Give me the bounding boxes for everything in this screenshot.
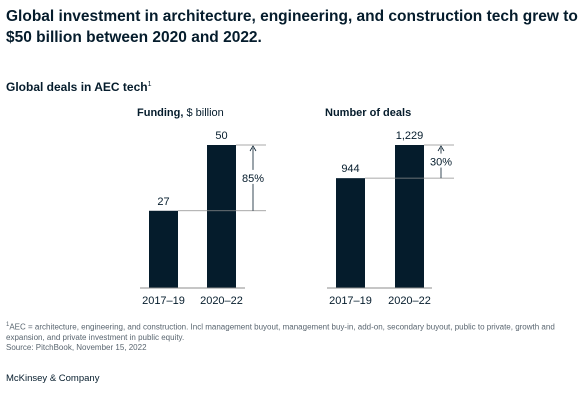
chart-subtitle: Global deals in AEC tech1 xyxy=(6,80,152,94)
funding-change-label: 85% xyxy=(242,173,264,185)
source-note: Source: PitchBook, November 15, 2022 xyxy=(6,342,147,352)
funding-category-label: 2020–22 xyxy=(200,295,243,307)
funding-value-label: 27 xyxy=(157,196,169,208)
deals-change-label: 30% xyxy=(430,157,452,169)
subtitle-text: Global deals in AEC tech xyxy=(6,80,148,94)
deals-chart-title: Number of deals xyxy=(325,107,411,119)
deals-category-label: 2020–22 xyxy=(388,295,431,307)
deals-change-label-bg xyxy=(427,153,455,168)
footnote-text: AEC = architecture, engineering, and con… xyxy=(6,322,555,342)
deals-title-bold: Number of deals xyxy=(325,107,412,119)
funding-bar-2020–22 xyxy=(207,145,236,288)
footnote: 1AEC = architecture, engineering, and co… xyxy=(6,320,581,353)
funding-change-arrow-head xyxy=(249,145,257,152)
funding-category-label: 2017–19 xyxy=(142,295,185,307)
funding-chart-title: Funding, $ billion xyxy=(137,107,224,119)
deals-change-arrow-head xyxy=(437,145,445,152)
headline: Global investment in architecture, engin… xyxy=(6,8,578,46)
funding-change-label-bg xyxy=(239,169,267,184)
footnote-marker: 1 xyxy=(6,322,10,328)
funding-title-unit: $ billion xyxy=(183,107,224,119)
funding-title-bold: Funding, xyxy=(137,107,184,119)
deals-bar-2020–22 xyxy=(395,145,424,288)
deals-category-label: 2017–19 xyxy=(329,295,372,307)
deals-value-label: 1,229 xyxy=(396,130,424,142)
funding-value-label: 50 xyxy=(215,130,227,142)
subtitle-footnote-marker: 1 xyxy=(147,81,152,88)
deals-bar-2017–19 xyxy=(336,178,365,288)
brand-name: McKinsey & Company xyxy=(6,373,100,384)
deals-value-label: 944 xyxy=(341,163,359,175)
footnote-body: 1AEC = architecture, engineering, and co… xyxy=(6,320,581,343)
funding-bar-2017–19 xyxy=(149,210,178,288)
